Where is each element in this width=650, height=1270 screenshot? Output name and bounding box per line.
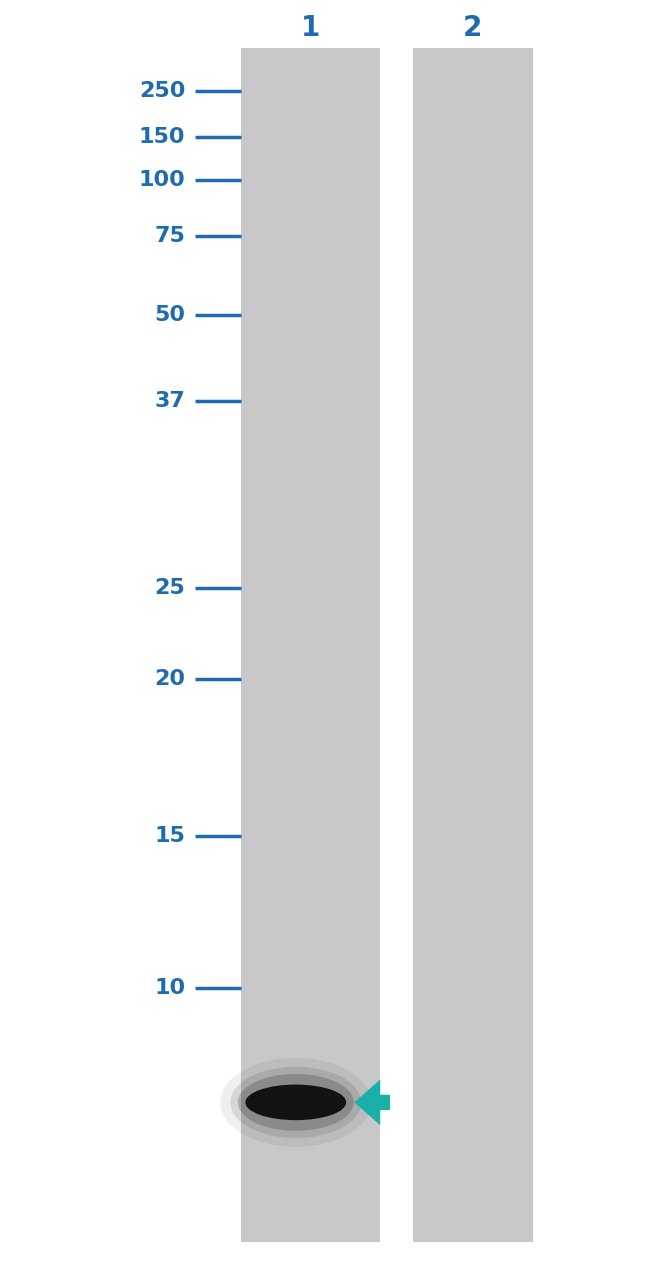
Text: 10: 10 — [154, 978, 185, 998]
Ellipse shape — [220, 1058, 371, 1147]
Text: 50: 50 — [154, 305, 185, 325]
Text: 1: 1 — [301, 14, 320, 42]
Text: 25: 25 — [155, 578, 185, 598]
Text: 100: 100 — [138, 170, 185, 190]
Bar — [240, 48, 380, 1242]
Text: 20: 20 — [154, 669, 185, 690]
FancyArrow shape — [354, 1080, 390, 1125]
Text: 150: 150 — [138, 127, 185, 147]
Text: 37: 37 — [154, 391, 185, 411]
Ellipse shape — [246, 1085, 346, 1120]
Ellipse shape — [230, 1067, 361, 1138]
Bar — [413, 48, 533, 1242]
Text: 2: 2 — [463, 14, 482, 42]
Text: 75: 75 — [154, 226, 185, 246]
Ellipse shape — [238, 1074, 354, 1130]
Text: 250: 250 — [139, 81, 185, 102]
Text: 15: 15 — [154, 826, 185, 846]
